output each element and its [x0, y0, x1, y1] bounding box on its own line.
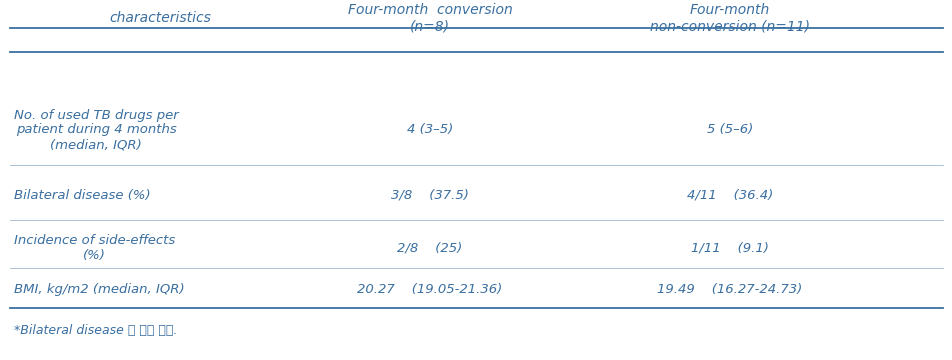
Text: 4/11    (36.4): 4/11 (36.4) — [686, 189, 772, 202]
Text: BMI, kg/m2 (median, IQR): BMI, kg/m2 (median, IQR) — [14, 284, 185, 297]
Text: 4 (3–5): 4 (3–5) — [407, 123, 452, 136]
Text: characteristics: characteristics — [109, 11, 210, 25]
Text: No. of used TB drugs per
patient during 4 months
(median, IQR): No. of used TB drugs per patient during … — [14, 108, 179, 152]
Text: 1/11    (9.1): 1/11 (9.1) — [690, 242, 768, 255]
Text: 19.49    (16.27-24.73): 19.49 (16.27-24.73) — [657, 284, 802, 297]
Text: Incidence of side-effects
(%): Incidence of side-effects (%) — [14, 234, 175, 262]
Text: 2/8    (25): 2/8 (25) — [397, 242, 462, 255]
Text: *Bilateral disease 는 모두 당놨.: *Bilateral disease 는 모두 당놨. — [14, 324, 177, 337]
Text: Four-month  conversion
(n=8): Four-month conversion (n=8) — [347, 3, 512, 33]
Text: Four-month
non-conversion (n=11): Four-month non-conversion (n=11) — [649, 3, 809, 33]
Text: 20.27    (19.05-21.36): 20.27 (19.05-21.36) — [357, 284, 502, 297]
Text: Bilateral disease (%): Bilateral disease (%) — [14, 189, 150, 202]
Text: 5 (5–6): 5 (5–6) — [706, 123, 752, 136]
Text: 3/8    (37.5): 3/8 (37.5) — [390, 189, 468, 202]
